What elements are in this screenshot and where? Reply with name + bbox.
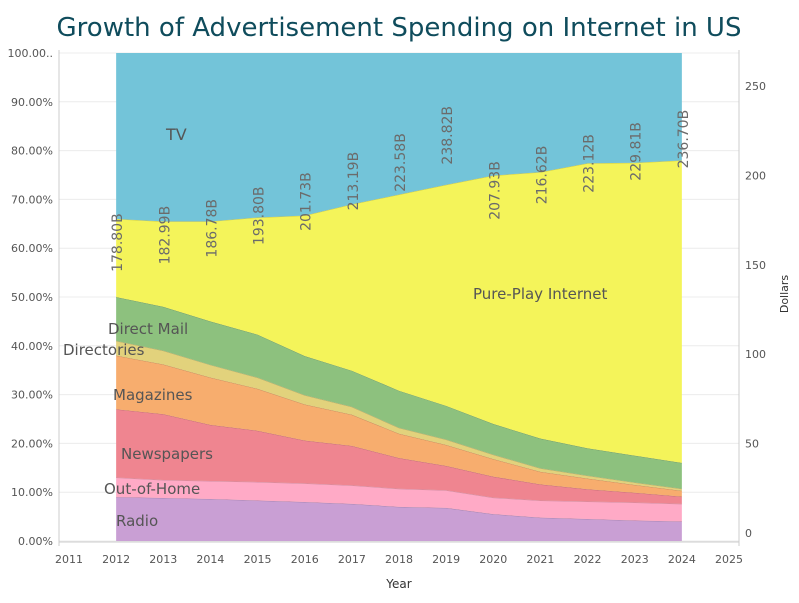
series-label-radio: Radio xyxy=(116,512,158,530)
x-tick-label: 2021 xyxy=(526,553,554,566)
total-spending-label: 238.82B xyxy=(440,106,456,165)
area-radio xyxy=(116,497,682,541)
y-tick-label-left: 70.00% xyxy=(11,193,53,206)
series-label-pure-play-internet: Pure-Play Internet xyxy=(473,285,607,303)
y-tick-label-left: 30.00% xyxy=(11,389,53,402)
x-tick-label: 2024 xyxy=(668,553,696,566)
x-tick-label: 2013 xyxy=(149,553,177,566)
y-tick-label-left: 80.00% xyxy=(11,145,53,158)
total-spending-label: 178.80B xyxy=(110,213,126,272)
y-tick-label-right: 250 xyxy=(745,80,766,93)
x-tick-label: 2012 xyxy=(102,553,130,566)
y-tick-label-left: 60.00% xyxy=(11,242,53,255)
annotations: TV Pure-Play Internet Direct Mail Directori… xyxy=(63,106,692,530)
x-tick-label: 2020 xyxy=(479,553,507,566)
x-tick-label: 2011 xyxy=(55,553,83,566)
total-spending-label: 236.70B xyxy=(676,110,692,169)
y-tick-label-left: 0.00% xyxy=(18,535,53,548)
total-spending-label: 223.58B xyxy=(393,133,409,192)
y-tick-label-left: 10.00% xyxy=(11,486,53,499)
series-label-tv: TV xyxy=(165,125,187,144)
series-label-out-of-home: Out-of-Home xyxy=(104,480,200,498)
y-tick-label-left: 90.00% xyxy=(11,96,53,109)
total-spending-label: 186.78B xyxy=(204,199,220,258)
x-tick-label: 2019 xyxy=(432,553,460,566)
total-spending-label: 193.80B xyxy=(252,187,268,246)
x-tick-label: 2023 xyxy=(621,553,649,566)
area-directories xyxy=(116,340,682,491)
right-axis-title: Dollars xyxy=(778,275,791,314)
area-tv xyxy=(116,53,682,222)
y-tick-label-left: 50.00% xyxy=(11,291,53,304)
area-direct-mail xyxy=(116,297,682,489)
stacked-areas xyxy=(116,53,682,541)
series-label-magazines: Magazines xyxy=(113,386,193,404)
x-axis-title: Year xyxy=(385,577,411,591)
y-tick-label-right: 50 xyxy=(745,438,759,451)
x-tick-label: 2017 xyxy=(338,553,366,566)
area-newspapers xyxy=(116,409,682,504)
x-tick-label: 2022 xyxy=(574,553,602,566)
area-magazines xyxy=(116,355,682,497)
total-spending-label: 229.81B xyxy=(629,122,645,181)
series-label-directories: Directories xyxy=(63,341,145,359)
total-spending-label: 216.62B xyxy=(534,146,550,205)
x-tick-label: 2015 xyxy=(244,553,272,566)
total-spending-label: 207.93B xyxy=(487,161,503,220)
y-tick-label-left: 20.00% xyxy=(11,437,53,450)
y-tick-label-right: 0 xyxy=(745,527,752,540)
y-tick-label-right: 200 xyxy=(745,169,766,182)
x-tick-label: 2016 xyxy=(291,553,319,566)
chart-title: Growth of Advertisement Spending on Inte… xyxy=(57,13,742,43)
axes: 0.00% 10.00% 20.00% 30.00% 40.00% 50.00% 60.00… xyxy=(8,47,766,566)
total-spending-label: 182.99B xyxy=(157,206,173,265)
total-spending-label: 213.19B xyxy=(346,152,362,211)
y-tick-label-left: 40.00% xyxy=(11,340,53,353)
x-tick-label: 2018 xyxy=(385,553,413,566)
total-spending-label: 223.12B xyxy=(582,134,598,193)
total-spending-label: 201.73B xyxy=(299,172,315,231)
series-label-direct-mail: Direct Mail xyxy=(108,320,188,338)
x-tick-label: 2025 xyxy=(715,553,743,566)
series-label-newspapers: Newspapers xyxy=(121,445,213,463)
y-tick-label-right: 100 xyxy=(745,348,766,361)
area-out-of-home xyxy=(116,477,682,522)
y-tick-label-right: 150 xyxy=(745,259,766,272)
area-pure-play-internet xyxy=(116,160,682,463)
x-tick-label: 2014 xyxy=(196,553,224,566)
y-tick-label-left: 100.00.. xyxy=(8,47,53,60)
